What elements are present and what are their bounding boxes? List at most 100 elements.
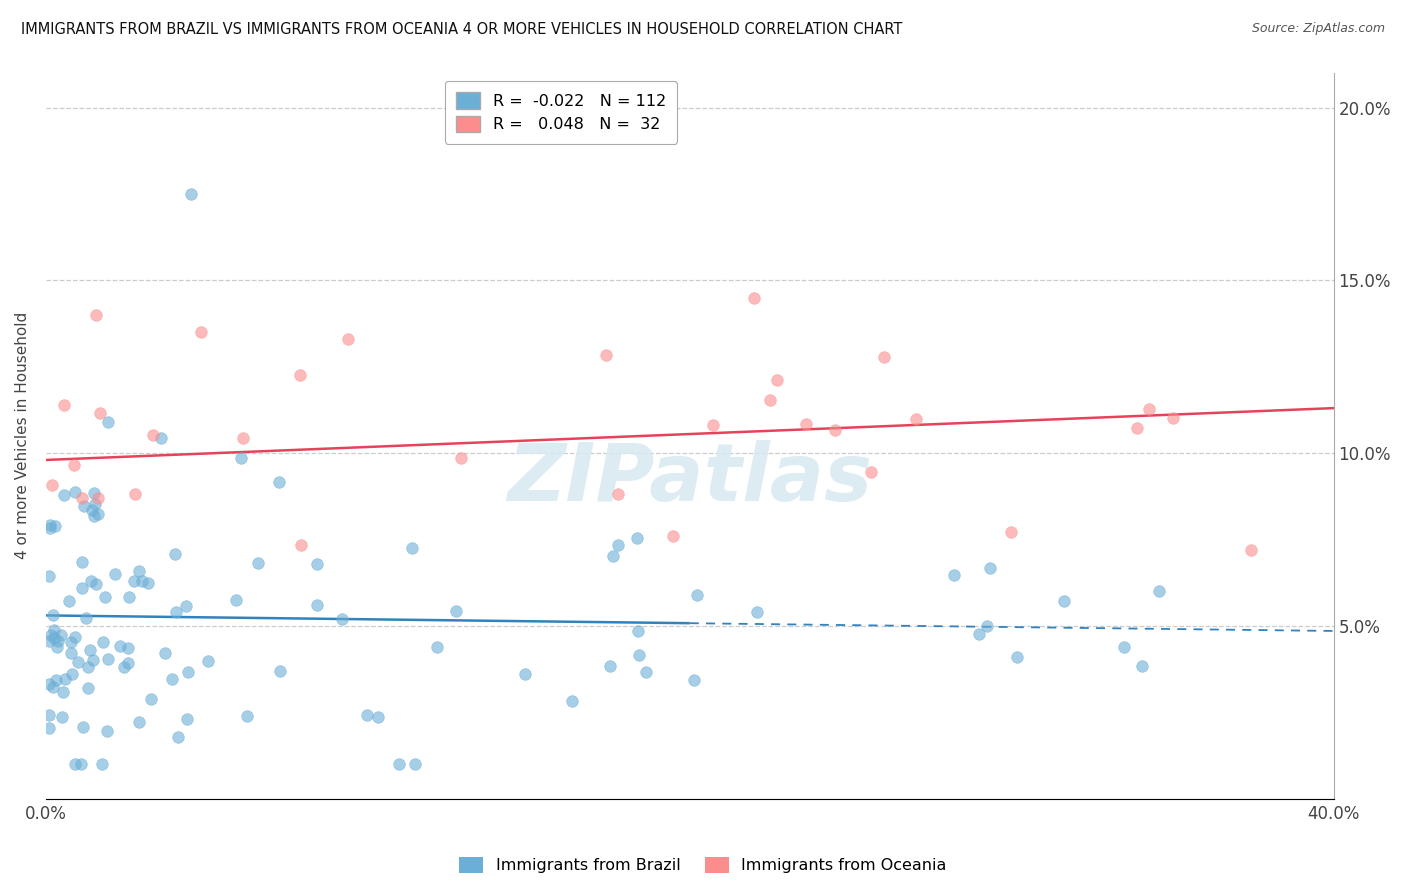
Point: [627, 624, 650, 638]
Point: [873, 350, 896, 364]
Point: [38, 568, 60, 582]
Legend: R =  -0.022   N = 112, R =   0.048   N =  32: R = -0.022 N = 112, R = 0.048 N = 32: [444, 81, 678, 144]
Point: [49, 628, 72, 642]
Point: [426, 640, 449, 654]
Point: [38, 708, 60, 723]
Point: [269, 664, 291, 678]
Point: [180, 186, 202, 201]
Point: [860, 466, 883, 480]
Point: [702, 418, 724, 433]
Point: [39, 628, 62, 642]
Point: [976, 618, 998, 632]
Point: [1161, 411, 1184, 425]
Point: [38, 721, 60, 735]
Point: [117, 656, 139, 670]
Point: [942, 568, 965, 582]
Point: [1000, 525, 1022, 540]
Point: [38, 676, 60, 690]
Point: [330, 612, 353, 626]
Point: [766, 373, 789, 387]
Point: [967, 626, 990, 640]
Point: [117, 640, 139, 655]
Point: [307, 558, 329, 572]
Point: [70, 555, 93, 569]
Point: [150, 431, 173, 445]
Point: [686, 588, 709, 602]
Point: [72, 499, 94, 513]
Point: [52, 685, 75, 699]
Point: [1147, 583, 1170, 598]
Point: [162, 672, 184, 686]
Point: [79, 643, 101, 657]
Point: [91, 635, 114, 649]
Point: [305, 598, 328, 612]
Point: [627, 648, 650, 663]
Point: [122, 574, 145, 588]
Point: [53, 398, 76, 412]
Text: ZIPatlas: ZIPatlas: [508, 441, 872, 518]
Point: [232, 431, 254, 445]
Point: [444, 604, 467, 618]
Point: [72, 720, 94, 734]
Point: [165, 547, 187, 561]
Point: [824, 423, 846, 437]
Point: [70, 491, 93, 505]
Point: [63, 458, 86, 473]
Point: [41, 478, 63, 492]
Point: [58, 594, 80, 608]
Point: [87, 491, 110, 505]
Point: [167, 730, 190, 744]
Point: [225, 593, 247, 607]
Point: [136, 575, 159, 590]
Point: [513, 667, 536, 681]
Point: [42, 631, 65, 645]
Point: [626, 531, 648, 545]
Point: [67, 655, 90, 669]
Point: [79, 574, 101, 589]
Point: [97, 415, 120, 429]
Point: [1053, 594, 1076, 608]
Point: [404, 756, 426, 771]
Point: [1114, 640, 1136, 654]
Point: [1239, 543, 1261, 558]
Point: [72, 581, 94, 595]
Point: [46, 634, 69, 648]
Point: [1007, 650, 1029, 665]
Point: [1126, 421, 1149, 435]
Point: [607, 487, 630, 501]
Point: [636, 665, 658, 680]
Point: [165, 605, 187, 619]
Point: [177, 665, 200, 679]
Point: [84, 497, 107, 511]
Point: [53, 672, 76, 686]
Point: [60, 667, 83, 681]
Point: [38, 521, 60, 535]
Point: [336, 331, 359, 345]
Point: [290, 538, 312, 552]
Point: [904, 411, 927, 425]
Point: [745, 605, 768, 619]
Point: [84, 308, 107, 322]
Point: [97, 652, 120, 666]
Point: [742, 291, 765, 305]
Point: [63, 630, 86, 644]
Point: [83, 485, 105, 500]
Point: [683, 673, 706, 687]
Point: [290, 368, 312, 382]
Point: [69, 756, 91, 771]
Point: [41, 680, 63, 694]
Point: [51, 709, 73, 723]
Point: [76, 681, 98, 695]
Point: [231, 451, 253, 466]
Point: [197, 654, 219, 668]
Point: [83, 508, 105, 523]
Point: [114, 660, 136, 674]
Point: [63, 756, 86, 771]
Point: [131, 574, 153, 588]
Point: [86, 577, 108, 591]
Point: [44, 673, 66, 688]
Point: [59, 635, 82, 649]
Point: [979, 560, 1001, 574]
Point: [94, 590, 117, 604]
Legend: Immigrants from Brazil, Immigrants from Oceania: Immigrants from Brazil, Immigrants from …: [453, 850, 953, 880]
